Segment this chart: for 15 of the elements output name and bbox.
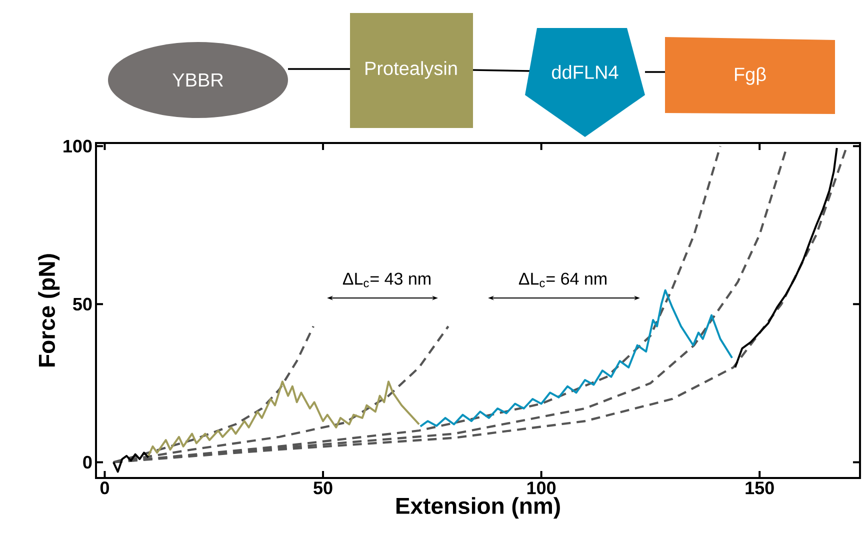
annotation: ΔL$_{c}$= 64 nm — [518, 272, 606, 288]
x-tick-label: 0 — [100, 482, 109, 494]
text: Protealysin — [366, 61, 457, 79]
y-tick-label: 50 — [72, 298, 92, 311]
x-tick-label: 50 — [314, 482, 332, 494]
x-tick-label: 100 — [527, 482, 556, 494]
y-tick-label: 100 — [64, 140, 92, 153]
text: ddFLN4 — [552, 65, 618, 79]
y-axis-title: Force (pN) — [38, 254, 60, 366]
text: YBBR — [172, 73, 223, 87]
text: Fgβ — [735, 67, 766, 85]
annotation: ΔL$_{c}$= 43 nm — [342, 272, 430, 288]
y-tick-label: 0 — [83, 456, 92, 469]
x-tick-label: 150 — [746, 482, 774, 494]
x-axis-title: Extension (nm) — [396, 497, 560, 519]
